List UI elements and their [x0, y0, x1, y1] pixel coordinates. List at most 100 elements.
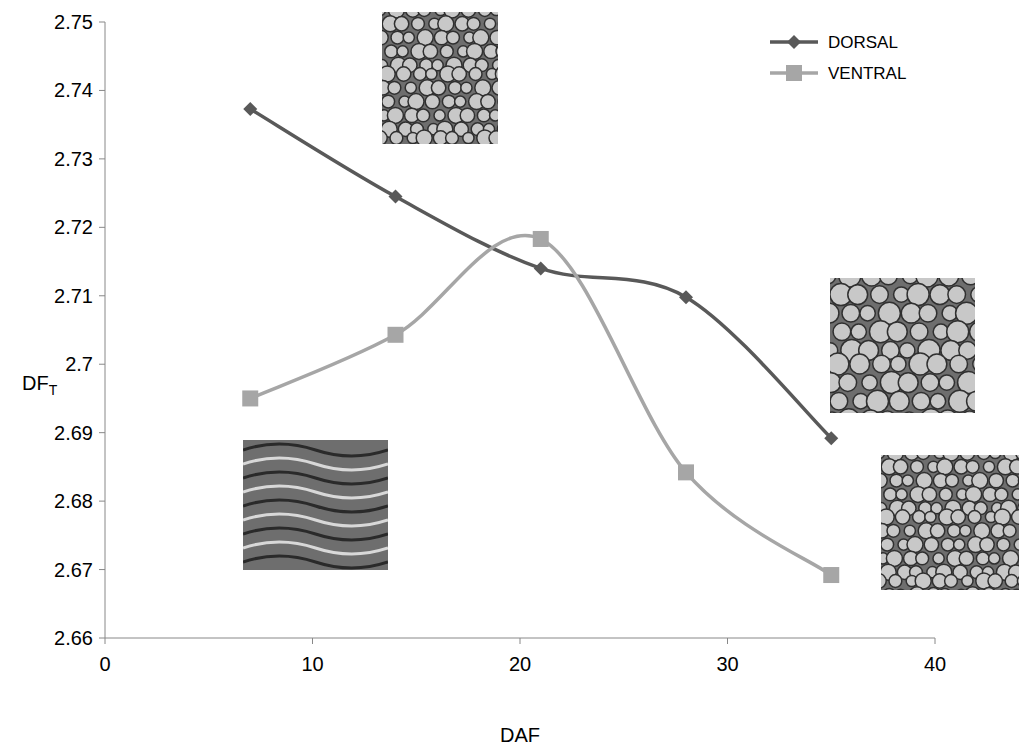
micrograph-granule	[418, 12, 431, 16]
micrograph-granule	[390, 132, 403, 144]
micrograph-granule	[926, 588, 940, 590]
micrograph-granule	[970, 322, 975, 342]
y-tick-label: 2.68	[54, 490, 93, 512]
micrograph-granule	[1006, 474, 1019, 487]
micrograph-granule	[995, 488, 1008, 501]
micrograph-granule	[461, 82, 472, 93]
series-marker	[388, 327, 404, 343]
micrograph-granule	[951, 510, 965, 524]
micrograph-granule	[848, 285, 868, 305]
x-axis-title: DAF	[500, 724, 540, 746]
micrograph-content	[243, 440, 388, 570]
micrograph-granule	[1018, 475, 1019, 486]
micrograph-granule	[397, 46, 408, 57]
micrograph-granule	[484, 18, 495, 29]
micrograph-granule	[982, 588, 996, 590]
micrograph-granule	[446, 132, 459, 144]
legend-marker	[787, 35, 801, 49]
series-marker	[824, 431, 838, 445]
y-tick	[99, 638, 105, 639]
micrograph-granule	[490, 110, 498, 121]
micrograph-granule	[967, 391, 975, 411]
micrograph-granule	[887, 524, 900, 537]
x-tick	[727, 638, 728, 644]
micrograph-granule	[417, 109, 430, 122]
micrograph-granule	[1014, 539, 1019, 550]
y-tick-label: 2.66	[54, 627, 93, 649]
micrograph-granule	[961, 411, 975, 413]
micrograph-granule	[412, 17, 425, 30]
micrograph-content	[881, 455, 1019, 590]
micrograph-granule	[909, 587, 925, 590]
y-tick	[99, 432, 105, 433]
y-tick	[99, 227, 105, 228]
micrograph-granule	[902, 412, 917, 413]
micrograph-granule	[925, 511, 936, 522]
micrograph-granule	[933, 553, 944, 564]
micrograph-granule	[467, 43, 483, 59]
micrograph-granule	[924, 537, 938, 551]
legend-label: DORSAL	[828, 33, 898, 52]
micrograph-granule	[382, 12, 386, 16]
micrograph-granule	[1017, 575, 1019, 586]
micrograph-fold	[243, 528, 388, 540]
micrograph-granule	[980, 537, 994, 551]
micrograph-granule	[889, 575, 902, 588]
micrograph-granule	[382, 95, 395, 108]
micrograph-granule	[999, 588, 1012, 590]
micrograph-fold	[243, 542, 388, 554]
series-marker	[533, 231, 549, 247]
micrograph-granule	[492, 81, 498, 95]
micrograph-granule	[881, 473, 887, 487]
micrograph-granule	[962, 278, 975, 285]
micrograph-granule	[449, 81, 462, 94]
y-tick-label: 2.71	[54, 285, 93, 307]
micrograph-granule	[911, 460, 924, 473]
micrograph-granule	[403, 32, 414, 43]
micrograph-granule	[830, 278, 836, 284]
x-tick-label: 30	[716, 653, 738, 675]
micrograph-granule	[904, 525, 915, 536]
micrograph-ground	[881, 455, 1019, 590]
micrograph-granule	[862, 278, 882, 286]
micrograph-granule	[867, 390, 889, 412]
micrograph-granule	[907, 284, 929, 306]
micrograph-granule	[927, 354, 947, 374]
micrograph-granule	[930, 285, 950, 305]
micrograph-granule	[862, 375, 877, 390]
micrograph-granule	[971, 287, 975, 302]
legend-marker	[786, 65, 802, 81]
micrograph-granule	[830, 303, 839, 323]
micrograph-granule	[833, 323, 851, 341]
y-axis	[105, 22, 106, 638]
micrograph-granule	[954, 539, 965, 550]
micrograph-granule	[945, 575, 958, 588]
micrograph-granule	[922, 487, 936, 501]
y-tick	[99, 569, 105, 570]
micrograph-granule	[426, 68, 437, 79]
micrograph-granule	[440, 45, 453, 58]
micrograph-granule	[901, 303, 921, 323]
micrograph-granule	[903, 278, 918, 284]
x-tick-label: 40	[924, 653, 946, 675]
micrograph-granule	[1005, 575, 1018, 588]
micrograph-granule	[965, 587, 981, 590]
micrograph-granule	[896, 489, 907, 500]
micrograph-granule	[491, 12, 498, 16]
micrograph-granule	[959, 551, 973, 565]
micrograph-granule	[408, 94, 424, 110]
micrograph-granule	[489, 131, 498, 144]
x-tick	[520, 638, 521, 644]
micrograph-content	[382, 12, 498, 144]
micrograph-granule	[941, 538, 954, 551]
micrograph-granule	[452, 67, 466, 81]
y-tick	[99, 158, 105, 159]
micrograph-granule	[948, 286, 966, 304]
micrograph-granule	[895, 589, 906, 590]
micrograph	[819, 265, 989, 431]
x-tick	[105, 638, 106, 644]
x-tick-label: 10	[301, 653, 323, 675]
x-tick	[935, 638, 936, 644]
y-tick	[99, 364, 105, 365]
x-tick-label: 20	[509, 653, 531, 675]
